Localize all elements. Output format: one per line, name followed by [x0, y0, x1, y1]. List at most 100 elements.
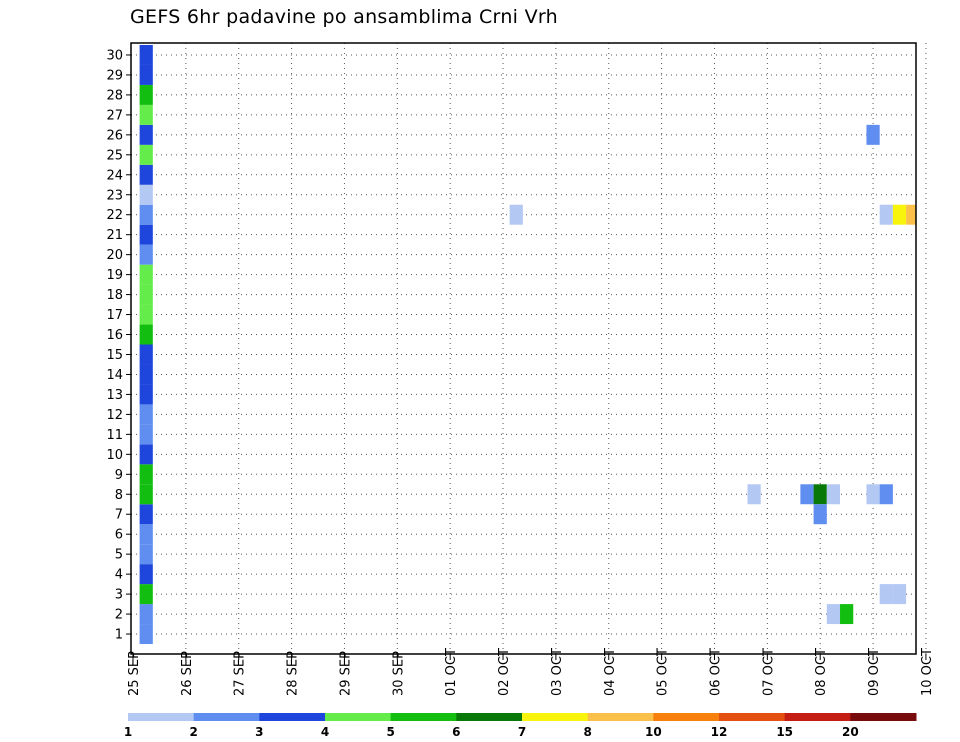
y-tick-label: 8 [115, 488, 123, 503]
heatmap-cell [139, 524, 153, 545]
y-tick-label: 13 [106, 388, 123, 403]
heatmap-cell [139, 364, 153, 385]
heatmap-cell [866, 124, 880, 145]
plot-frame [130, 42, 917, 655]
y-tick-label: 14 [106, 368, 123, 383]
x-tick-label: 01 OCT [444, 648, 459, 696]
heatmap-cell [139, 84, 153, 105]
heatmap-cell [139, 444, 153, 465]
y-tick-label: 6 [115, 528, 123, 543]
y-tick-label: 18 [106, 288, 123, 303]
heatmap-cell [933, 544, 946, 564]
y-tick-label: 11 [106, 428, 123, 443]
colorbar-segment [259, 713, 326, 721]
heatmap-cell [866, 484, 880, 505]
colorbar-segment [719, 713, 786, 721]
heatmap-cell [892, 204, 907, 225]
heatmap-cell [826, 484, 841, 505]
heatmap-cell [840, 604, 854, 625]
y-tick-label: 24 [106, 168, 123, 183]
heatmap-cell [892, 584, 907, 605]
heatmap-cell [139, 324, 153, 345]
y-tick-label: 4 [115, 568, 123, 583]
x-tick-label: 26 SEP [180, 651, 195, 696]
y-tick-label: 30 [106, 48, 123, 63]
x-tick-label: 04 OCT [603, 648, 618, 696]
y-tick-label: 26 [106, 128, 123, 143]
y-tick-label: 21 [106, 228, 123, 243]
y-tick-label: 29 [106, 68, 123, 83]
colorbar-label: 20 [842, 725, 859, 739]
heatmap-cell [139, 584, 153, 605]
y-tick-label: 9 [115, 468, 123, 483]
y-tick-label: 10 [106, 448, 123, 463]
y-tick-label: 16 [106, 328, 123, 343]
x-tick-label: 06 OCT [708, 648, 723, 696]
y-tick-label: 23 [106, 188, 123, 203]
colorbar-label: 7 [518, 725, 526, 739]
x-tick-label: 09 OCT [867, 648, 882, 696]
heatmap-cell [139, 64, 153, 85]
heatmap-cell [800, 484, 814, 505]
heatmap-cell [906, 204, 916, 225]
heatmap-cell [813, 504, 827, 525]
x-tick-label: 27 SEP [233, 651, 248, 696]
heatmap-cell [139, 204, 153, 225]
colorbar-label: 8 [583, 725, 591, 739]
colorbar-segment [128, 713, 195, 721]
colorbar-segment [390, 713, 457, 721]
colorbar-segment [456, 713, 523, 721]
heatmap-cell [139, 184, 153, 205]
heatmap-cell [139, 564, 153, 585]
colorbar-segment [522, 713, 589, 721]
heatmap-cell [509, 204, 523, 225]
colorbar-label: 10 [645, 725, 662, 739]
heatmap-cell [879, 584, 893, 605]
heatmap-cell [139, 284, 153, 305]
colorbar-label: 5 [386, 725, 394, 739]
colorbar-segment [587, 713, 654, 721]
colorbar-label: 15 [776, 725, 793, 739]
colorbar-segment [784, 713, 851, 721]
x-tick-label: 30 SEP [391, 651, 406, 696]
y-tick-label: 3 [115, 588, 123, 603]
y-tick-label: 20 [106, 248, 123, 263]
y-tick-label: 22 [106, 208, 123, 223]
colorbar-label: 1 [124, 725, 132, 739]
heatmap-cell [139, 224, 153, 245]
heatmap-cell [139, 544, 153, 565]
y-tick-label: 5 [115, 548, 123, 563]
heatmap-cell [946, 484, 959, 504]
y-tick-label: 28 [106, 88, 123, 103]
heatmap-cell [813, 484, 827, 505]
heatmap-cell [139, 124, 153, 145]
colorbar-segment [653, 713, 720, 721]
heatmap-cell [139, 144, 153, 165]
heatmap-cell [879, 484, 893, 505]
y-tick-label: 27 [106, 108, 123, 123]
colorbar-label: 2 [189, 725, 197, 739]
colorbar-label: 6 [452, 725, 460, 739]
heatmap-cell [946, 604, 959, 624]
y-tick-label: 1 [115, 628, 123, 643]
heatmap-cell [879, 204, 893, 225]
y-tick-label: 25 [106, 148, 123, 163]
colorbar-label: 3 [255, 725, 263, 739]
y-tick-label: 15 [106, 348, 123, 363]
colorbar-segment [325, 713, 392, 721]
y-tick-label: 2 [115, 608, 123, 623]
x-tick-label: 05 OCT [656, 648, 671, 696]
heatmap-cell [826, 604, 841, 625]
colorbar-segment [850, 713, 917, 721]
colorbar-label: 12 [711, 725, 728, 739]
cells-group [139, 44, 959, 645]
heatmap-cell [139, 504, 153, 525]
x-tick-label: 29 SEP [338, 651, 353, 696]
heatmap-cell [139, 424, 153, 445]
heatmap-cell [139, 484, 153, 505]
y-tick-label: 17 [106, 308, 123, 323]
x-tick-label: 10 OCT [920, 648, 935, 696]
y-tick-label: 19 [106, 268, 123, 283]
y-tick-label: 12 [106, 408, 123, 423]
